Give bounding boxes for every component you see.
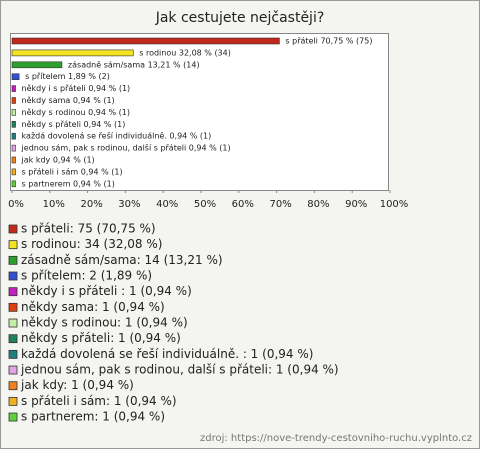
legend-label: jednou sám, pak s rodinou, další s přáte…: [20, 363, 339, 377]
bar: [11, 156, 16, 164]
x-tick-label: 80%: [307, 199, 329, 210]
bar-label: s partnerem 0,94 % (1): [22, 179, 115, 188]
x-tick-label: 20%: [80, 199, 102, 210]
legend-swatch: [8, 349, 18, 359]
legend-label: každá dovolená se řeší individuálně. : 1…: [21, 347, 313, 361]
legend-label: někdy s rodinou: 1 (0,94 %): [21, 316, 188, 330]
legend-swatch: [8, 318, 18, 328]
bar-label: s přáteli 70,75 % (75): [285, 37, 372, 46]
legend-label: někdy sama: 1 (0,94 %): [21, 300, 165, 314]
legend-label: jak kdy: 1 (0,94 %): [20, 378, 134, 392]
x-tick-label: 30%: [118, 199, 140, 210]
bar: [11, 168, 16, 176]
legend-swatch: [8, 396, 18, 406]
bar-label: někdy sama 0,94 % (1): [22, 96, 115, 105]
bar-label: jak kdy 0,94 % (1): [21, 156, 95, 165]
bar: [11, 144, 16, 152]
legend-label: s přáteli i sám: 1 (0,94 %): [21, 394, 177, 408]
bar: [11, 73, 20, 80]
legend-label: s přáteli: 75 (70,75 %): [21, 222, 156, 236]
legend-swatch: [8, 224, 18, 234]
legend-label: někdy s přáteli: 1 (0,94 %): [21, 331, 181, 345]
x-tick-label: 100%: [380, 199, 409, 210]
plot-area: [10, 33, 389, 191]
bar: [11, 61, 63, 69]
legend-swatch: [8, 381, 18, 391]
x-tick-label: 70%: [269, 199, 291, 210]
bar-label: s rodinou 32,08 % (34): [139, 48, 231, 57]
legend-label: s přítelem: 2 (1,89 %): [21, 269, 152, 283]
x-tick-label: 10%: [43, 199, 65, 210]
legend-swatch: [8, 271, 18, 281]
x-tick-label: 0%: [8, 199, 24, 210]
bar-label: někdy s rodinou 0,94 % (1): [22, 108, 130, 117]
bar: [11, 85, 16, 92]
legend-swatch: [8, 412, 18, 422]
bar: [11, 121, 16, 128]
x-tick-label: 60%: [232, 199, 254, 210]
bar: [11, 97, 16, 104]
legend-swatch: [8, 240, 18, 250]
bar-label: s přáteli i sám 0,94 % (1): [22, 167, 123, 176]
bar: [11, 180, 16, 188]
legend-swatch: [8, 287, 18, 297]
source: zdroj: https://nove-trendy-cestovniho-ru…: [200, 433, 472, 444]
bar: [11, 132, 16, 140]
legend-label: někdy i s přáteli : 1 (0,94 %): [21, 284, 192, 298]
x-tick-label: 90%: [345, 199, 367, 210]
x-tick-label: 50%: [194, 199, 216, 210]
bar-label: jednou sám, pak s rodinou, další s přáte…: [21, 143, 231, 153]
legend-label: s partnerem: 1 (0,94 %): [21, 410, 165, 424]
legend-swatch: [8, 365, 18, 375]
bar: [11, 37, 280, 45]
bar: [11, 49, 134, 57]
x-tick-label: 40%: [156, 199, 178, 210]
legend-label: s rodinou: 34 (32,08 %): [21, 237, 162, 251]
bar-label: někdy s přáteli 0,94 % (1): [22, 120, 126, 129]
chart-title: Jak cestujete nejčastěji?: [155, 10, 325, 26]
bar-label: každá dovolená se řeší individuálně. 0,9…: [22, 131, 212, 141]
legend-swatch: [8, 255, 18, 265]
bar: [11, 109, 16, 116]
legend-swatch: [8, 302, 18, 312]
bar-label: s přítelem 1,89 % (2): [25, 72, 110, 81]
bar-label: zásadně sám/sama 13,21 % (14): [68, 60, 200, 69]
legend-label: zásadně sám/sama: 14 (13,21 %): [21, 253, 223, 267]
bar-label: někdy i s přáteli 0,94 % (1): [22, 84, 131, 93]
legend-swatch: [8, 334, 18, 344]
